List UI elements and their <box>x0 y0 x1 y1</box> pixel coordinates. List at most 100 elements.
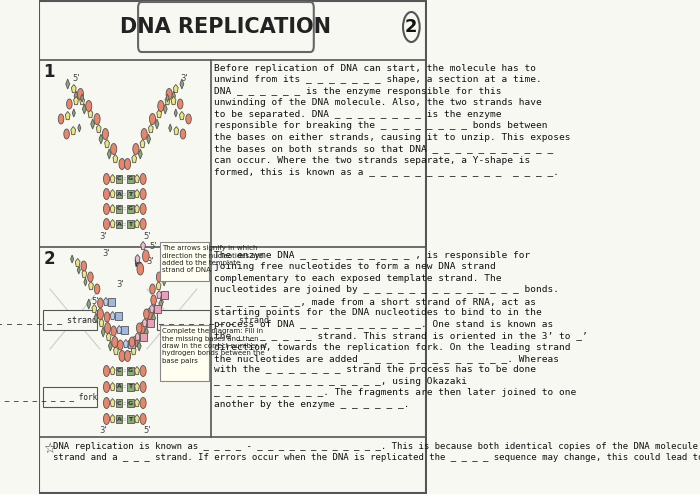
Polygon shape <box>87 299 91 309</box>
Circle shape <box>94 284 100 294</box>
Text: G: G <box>128 206 133 211</box>
Polygon shape <box>110 205 115 212</box>
Polygon shape <box>88 110 93 118</box>
Polygon shape <box>113 155 118 163</box>
FancyBboxPatch shape <box>116 205 122 213</box>
Text: 3': 3' <box>158 297 166 306</box>
Polygon shape <box>104 297 108 306</box>
Circle shape <box>78 88 83 99</box>
FancyBboxPatch shape <box>127 414 134 423</box>
Text: A: A <box>117 384 122 389</box>
Circle shape <box>156 272 162 282</box>
Circle shape <box>141 128 147 139</box>
Circle shape <box>104 189 109 200</box>
Polygon shape <box>150 304 154 313</box>
Text: ::: :: <box>122 176 127 181</box>
Polygon shape <box>71 126 76 135</box>
Circle shape <box>111 143 117 155</box>
Circle shape <box>140 189 146 200</box>
Polygon shape <box>84 278 87 286</box>
FancyBboxPatch shape <box>154 305 161 313</box>
Polygon shape <box>159 299 162 309</box>
Polygon shape <box>107 149 111 159</box>
Text: 5': 5' <box>127 345 135 354</box>
Circle shape <box>125 159 131 169</box>
FancyBboxPatch shape <box>121 326 128 334</box>
Polygon shape <box>80 96 85 105</box>
Circle shape <box>136 323 142 333</box>
Circle shape <box>104 173 109 184</box>
FancyBboxPatch shape <box>115 312 122 320</box>
Polygon shape <box>110 219 115 228</box>
Text: T: T <box>128 416 132 421</box>
Text: 5': 5' <box>144 426 150 435</box>
Polygon shape <box>94 313 98 323</box>
Text: DNA replication is known as _ _ _ _ - _ _ _ _ _ _ _ _ _ _ _ _. This is because b: DNA replication is known as _ _ _ _ - _ … <box>53 442 700 462</box>
Polygon shape <box>80 94 84 102</box>
Polygon shape <box>110 414 115 423</box>
Circle shape <box>137 263 144 275</box>
Text: 2: 2 <box>43 250 55 268</box>
FancyBboxPatch shape <box>127 383 134 391</box>
Text: ::: :: <box>122 369 127 373</box>
Circle shape <box>97 298 103 308</box>
Text: ::: :: <box>122 401 127 406</box>
FancyBboxPatch shape <box>147 319 154 328</box>
Polygon shape <box>65 112 70 120</box>
Text: 2: 2 <box>405 18 418 36</box>
Circle shape <box>125 351 131 362</box>
Circle shape <box>140 366 146 376</box>
FancyBboxPatch shape <box>116 175 122 183</box>
FancyBboxPatch shape <box>127 190 134 198</box>
Polygon shape <box>66 79 69 89</box>
Polygon shape <box>142 319 147 327</box>
FancyBboxPatch shape <box>127 175 134 183</box>
Circle shape <box>104 218 109 230</box>
Circle shape <box>119 159 125 169</box>
Polygon shape <box>110 367 115 374</box>
FancyBboxPatch shape <box>39 1 426 493</box>
Polygon shape <box>134 367 139 374</box>
Text: 3': 3' <box>180 74 188 83</box>
Circle shape <box>88 272 93 282</box>
Circle shape <box>140 398 146 409</box>
Polygon shape <box>141 242 146 249</box>
Polygon shape <box>97 124 101 133</box>
Circle shape <box>166 88 172 99</box>
Polygon shape <box>83 104 86 114</box>
Polygon shape <box>110 174 115 183</box>
Polygon shape <box>77 266 80 274</box>
Polygon shape <box>72 109 76 117</box>
Text: 5': 5' <box>92 297 99 306</box>
Polygon shape <box>156 282 161 289</box>
Polygon shape <box>78 124 81 132</box>
Text: _ _ _ _ _ _ _ _ strand: _ _ _ _ _ _ _ _ strand <box>159 316 269 325</box>
Polygon shape <box>166 94 169 102</box>
Text: 3': 3' <box>99 426 106 435</box>
Polygon shape <box>153 304 158 313</box>
Circle shape <box>85 100 92 112</box>
Polygon shape <box>140 139 145 148</box>
Polygon shape <box>174 84 178 93</box>
FancyBboxPatch shape <box>139 332 146 341</box>
FancyBboxPatch shape <box>116 399 122 407</box>
Text: T: T <box>128 192 132 197</box>
Circle shape <box>130 337 135 347</box>
FancyBboxPatch shape <box>116 367 122 375</box>
Polygon shape <box>91 119 94 129</box>
Polygon shape <box>180 79 184 89</box>
Text: T: T <box>128 384 132 389</box>
Polygon shape <box>134 205 139 212</box>
Circle shape <box>112 336 118 347</box>
Polygon shape <box>123 339 128 348</box>
Polygon shape <box>169 266 172 274</box>
Polygon shape <box>148 124 153 133</box>
FancyBboxPatch shape <box>127 367 134 375</box>
Polygon shape <box>146 319 150 327</box>
FancyBboxPatch shape <box>116 220 122 228</box>
Circle shape <box>150 284 155 294</box>
FancyBboxPatch shape <box>108 298 115 306</box>
Polygon shape <box>71 84 76 93</box>
Polygon shape <box>135 254 140 263</box>
Text: _ _ _ _ _ _ _ _ strand: _ _ _ _ _ _ _ _ strand <box>0 316 97 325</box>
